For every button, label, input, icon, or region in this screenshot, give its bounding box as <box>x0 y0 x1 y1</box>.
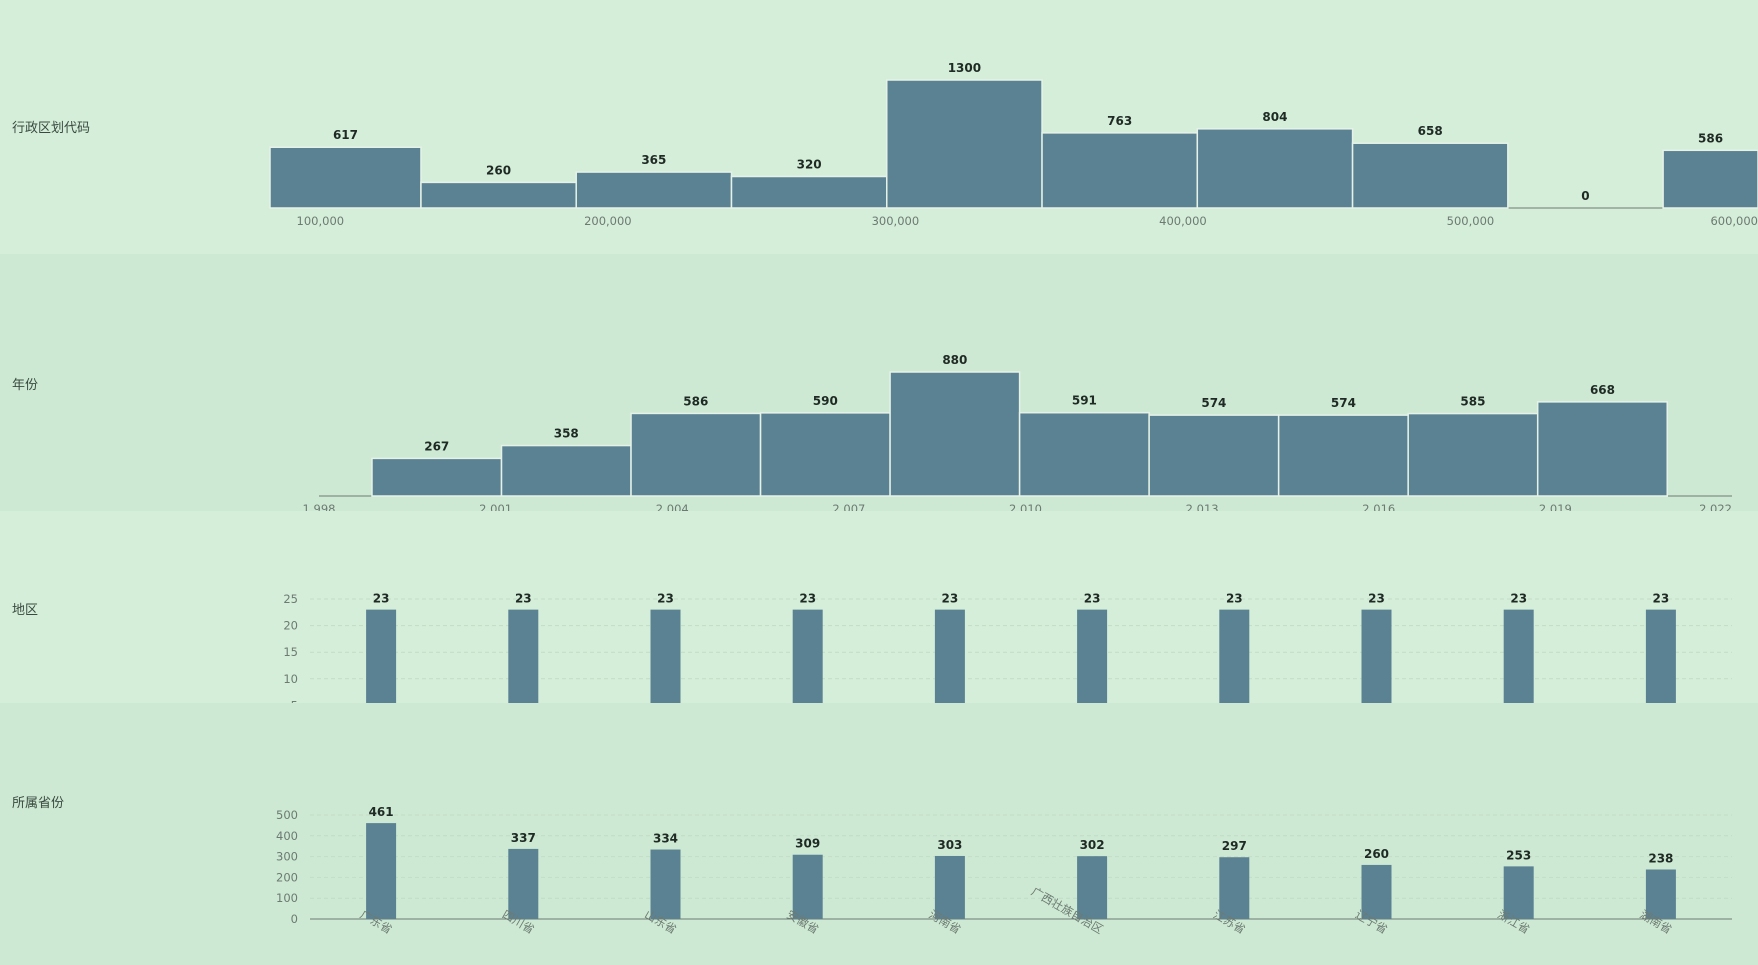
data-label: 668 <box>1590 383 1615 397</box>
bar <box>508 848 539 919</box>
data-label: 302 <box>1080 838 1105 852</box>
histogram-bar <box>886 79 1043 209</box>
row-label-year: 年份 <box>12 378 39 393</box>
row-region: 地区 051015202523衢州市23镇江市23湖州市23徐州市23武汉市23… <box>0 511 1758 749</box>
data-label: 303 <box>937 838 962 852</box>
row-label-region: 地区 <box>12 603 39 618</box>
data-label: 23 <box>1084 592 1101 606</box>
data-label: 320 <box>797 157 822 171</box>
histogram-bar <box>730 175 888 209</box>
data-label: 23 <box>1653 592 1670 606</box>
histogram-bar <box>420 181 577 209</box>
row-code: 行政区划代码 617 260 365 320 1300 763 804 658 0 586 100,… <box>0 0 1758 254</box>
row-label-province: 所属省份 <box>12 796 65 811</box>
histogram-bar <box>269 146 422 209</box>
histogram-code-chart: 617 260 365 320 1300 763 804 658 0 586 100,000 200,… <box>269 61 1758 228</box>
bar <box>1361 864 1392 919</box>
histogram-bar <box>1662 149 1758 209</box>
histogram-bar <box>759 412 891 497</box>
data-label: 585 <box>1460 395 1485 409</box>
data-label: 297 <box>1222 839 1247 853</box>
row-province: 所属省份 0 100 200 300 400 500 461 广东省 337 四川省 334 山东省 3… <box>0 703 1758 965</box>
y-tick-label: 15 <box>283 645 298 659</box>
x-tick-label: 500,000 <box>1447 214 1495 228</box>
histogram-bar <box>1148 414 1280 497</box>
histogram-bar <box>630 412 762 497</box>
bar <box>1219 857 1250 919</box>
histogram-bar <box>500 444 632 497</box>
histogram-bar <box>1351 142 1509 209</box>
y-tick-label: 200 <box>276 870 298 884</box>
data-label: 461 <box>369 805 394 819</box>
x-tick-label: 100,000 <box>297 214 345 228</box>
data-label: 586 <box>683 394 708 408</box>
histogram-bar <box>889 371 1021 497</box>
data-label: 260 <box>1364 847 1389 861</box>
data-label: 334 <box>653 832 678 846</box>
histogram-bar <box>1196 128 1354 209</box>
data-label: 23 <box>799 592 816 606</box>
data-label: 23 <box>373 592 390 606</box>
data-label: 260 <box>486 163 511 177</box>
histogram-bar <box>575 171 733 209</box>
data-label: 309 <box>795 837 820 851</box>
data-label: 591 <box>1072 394 1097 408</box>
x-tick-label: 600,000 <box>1710 214 1758 228</box>
histogram-bar <box>1277 414 1409 497</box>
bar <box>1077 856 1108 919</box>
data-label: 804 <box>1262 110 1287 124</box>
x-tick-label: 300,000 <box>872 214 920 228</box>
data-label: 23 <box>1368 592 1385 606</box>
bar <box>1503 866 1534 919</box>
histogram-bar <box>1018 411 1150 497</box>
data-label: 658 <box>1418 124 1443 138</box>
data-label: 586 <box>1698 131 1723 145</box>
data-label: 590 <box>813 394 838 408</box>
data-label: 617 <box>333 128 358 142</box>
histogram-bar <box>1536 401 1668 497</box>
data-label: 358 <box>554 427 579 441</box>
y-tick-label: 10 <box>283 672 298 686</box>
y-tick-label: 400 <box>276 829 298 843</box>
data-label: 253 <box>1506 848 1531 862</box>
data-label: 238 <box>1648 851 1673 865</box>
y-tick-label: 20 <box>283 619 298 633</box>
data-label: 23 <box>942 592 959 606</box>
data-label: 267 <box>424 439 449 453</box>
data-label: 23 <box>1226 592 1243 606</box>
data-label: 337 <box>511 831 536 845</box>
histogram-bar <box>1407 412 1539 497</box>
y-tick-label: 500 <box>276 808 298 822</box>
data-label: 574 <box>1331 396 1356 410</box>
data-label: 365 <box>641 153 666 167</box>
row-year: 年份 267 358 586 590 880 591 574 574 585 668 1,998 2,… <box>0 254 1758 516</box>
data-label: 1300 <box>948 61 981 75</box>
data-label: 0 <box>1581 189 1589 203</box>
y-tick-label: 100 <box>276 891 298 905</box>
data-label: 574 <box>1201 396 1226 410</box>
x-tick-label: 200,000 <box>584 214 632 228</box>
data-label: 23 <box>657 592 674 606</box>
row-label-code: 行政区划代码 <box>12 121 91 136</box>
data-label: 23 <box>1510 592 1527 606</box>
bar <box>1645 869 1676 919</box>
y-tick-label: 0 <box>291 912 298 926</box>
bar <box>934 855 965 919</box>
y-tick-label: 300 <box>276 850 298 864</box>
histogram-bar <box>371 457 503 497</box>
data-label: 23 <box>515 592 532 606</box>
bar <box>792 854 823 919</box>
data-label: 880 <box>942 353 967 367</box>
y-tick-label: 25 <box>283 592 298 606</box>
data-label: 763 <box>1107 114 1132 128</box>
bar <box>650 849 681 919</box>
histogram-bar <box>1041 132 1199 209</box>
bar-region-chart: 051015202523衢州市23镇江市23湖州市23徐州市23武汉市23温州市… <box>283 592 1732 749</box>
bar <box>366 823 397 919</box>
x-tick-label: 400,000 <box>1159 214 1207 228</box>
